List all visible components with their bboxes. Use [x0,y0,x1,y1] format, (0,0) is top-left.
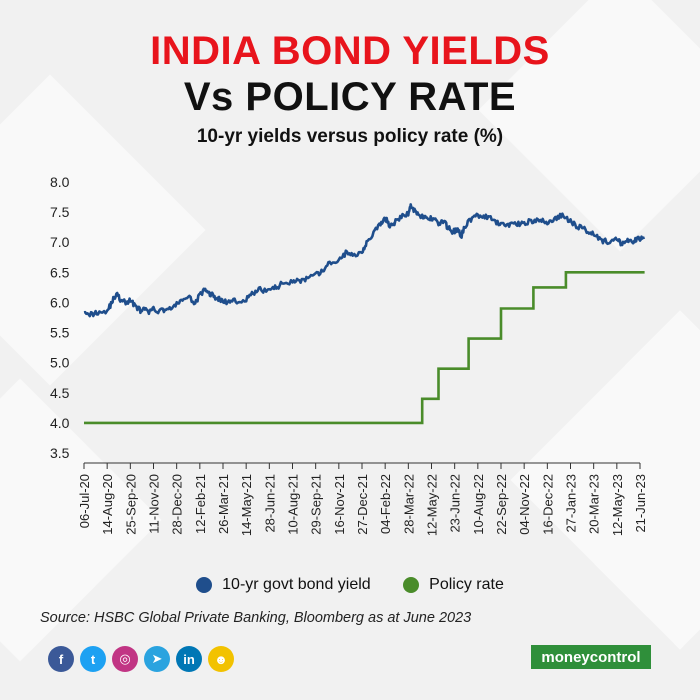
legend-label-policy: Policy rate [429,576,504,593]
y-tick-label: 5.5 [50,325,70,341]
x-tick-label: 14-Aug-20 [100,474,115,535]
x-tick-label: 10-Aug-22 [471,474,486,535]
x-tick-label: 27-Jan-23 [564,474,579,533]
telegram-icon[interactable]: ➤ [144,646,170,672]
twitter-icon[interactable]: t [80,646,106,672]
x-tick-label: 21-Jun-23 [633,474,648,533]
title-block: INDIA BOND YIELDS Vs POLICY RATE 10-yr y… [0,28,700,148]
legend-item-yield: 10-yr govt bond yield [196,576,371,594]
x-tick-label: 27-Dec-21 [355,474,370,535]
x-tick-label: 25-Sep-20 [123,474,138,535]
snapchat-icon[interactable]: ☻ [208,646,234,672]
moneycontrol-logo[interactable]: moneycontrol [531,645,651,669]
x-tick-label: 12-May-22 [425,474,440,536]
source-note: Source: HSBC Global Private Banking, Blo… [40,610,472,626]
y-tick-label: 4.5 [50,385,70,401]
x-tick-label: 29-Sep-21 [309,474,324,535]
x-tick-label: 16-Dec-22 [540,474,555,535]
policy-rate-series-line [84,271,645,425]
y-tick-label: 8.0 [50,174,70,190]
x-tick-label: 23-Jun-22 [448,474,463,533]
x-tick-label: 22-Sep-22 [494,474,509,535]
chart-subtitle: 10-yr yields versus policy rate (%) [196,126,504,147]
x-tick-label: 06-Jul-20 [77,474,92,528]
legend-swatch-yield [196,577,213,593]
legend-label-yield: 10-yr govt bond yield [222,576,371,593]
yield-series-line [83,203,646,318]
x-tick-label: 26-Mar-21 [216,474,231,534]
x-tick-label: 14-May-21 [239,474,254,536]
linkedin-icon[interactable]: in [176,646,202,672]
x-tick-label: 04-Feb-22 [378,474,393,534]
x-tick-label: 16-Nov-21 [332,474,347,535]
y-tick-label: 7.5 [50,204,70,220]
line-chart: 8.0 7.5 7.0 6.5 6.0 5.5 5.0 4.5 4.0 3.5 06-Jul-20 1… [50,174,648,536]
y-tick-label: 6.0 [50,294,70,310]
y-tick-label: 3.5 [50,445,70,461]
instagram-icon[interactable]: ◎ [112,646,138,672]
x-tick-label: 12-May-23 [610,474,625,536]
x-tick-label: 28-Dec-20 [170,474,185,535]
social-icons: f t ◎ ➤ in ☻ [48,646,234,672]
x-tick-label: 12-Feb-21 [193,474,208,534]
chart-title-line2: Vs POLICY RATE [183,75,517,119]
x-tick-label: 20-Mar-23 [587,474,602,534]
x-tick-label: 28-Jun-21 [262,474,277,533]
y-tick-label: 7.0 [50,234,70,250]
x-tick-label: 28-Mar-22 [401,474,416,534]
legend-swatch-policy [403,577,420,593]
x-tick-label: 11-Nov-20 [147,474,162,534]
legend-item-policy: Policy rate [403,576,504,594]
x-tick-label: 04-Nov-22 [517,474,532,535]
chart-title-line1: INDIA BOND YIELDS [150,29,550,73]
y-tick-label: 4.0 [50,415,70,431]
y-tick-label: 5.0 [50,355,70,371]
y-tick-label: 6.5 [50,264,70,280]
chart-legend: 10-yr govt bond yield Policy rate [0,576,700,598]
facebook-icon[interactable]: f [48,646,74,672]
x-tick-label: 10-Aug-21 [286,474,301,535]
